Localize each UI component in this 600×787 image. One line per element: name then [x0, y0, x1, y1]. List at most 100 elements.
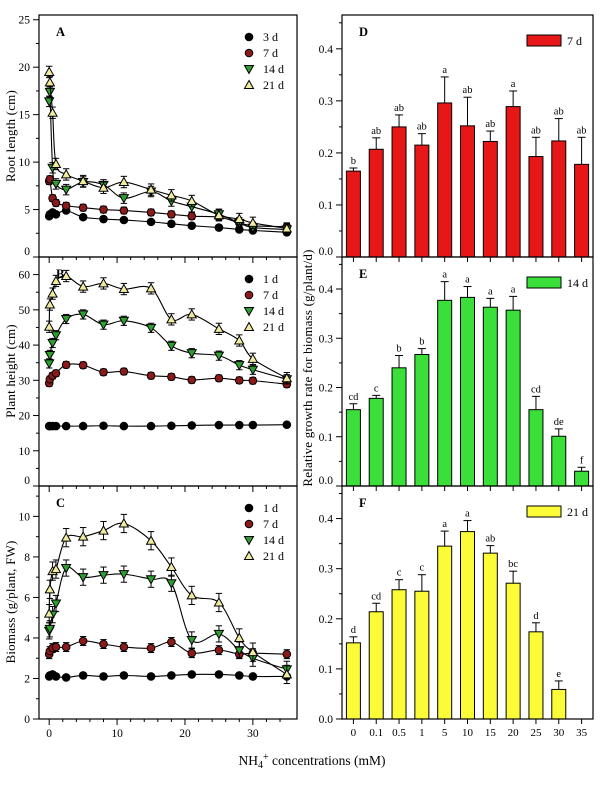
- x-tick-label: 20: [179, 728, 191, 740]
- x-tick-label: 20: [508, 727, 520, 739]
- x-tick-label: 35: [576, 727, 588, 739]
- x-tick-label: 10: [462, 727, 474, 739]
- x-tick-label: 25: [530, 727, 542, 739]
- axis-ticks: 0.0 0.1 0.2 0.3 0.4: [319, 263, 583, 491]
- legend-swatch: [526, 505, 562, 518]
- bar-20: [505, 309, 521, 487]
- x-tick-label: 0: [46, 728, 52, 740]
- axis-frame: [38, 485, 298, 720]
- bar-15: [482, 552, 498, 720]
- sig-letter: b: [351, 156, 356, 167]
- bars: b ab ab ab a ab ab a ab ab ab: [345, 65, 590, 258]
- axis-ticks: 0 5 10 15 20 25: [19, 15, 281, 263]
- legend-label: 14 d: [263, 533, 284, 547]
- y-tick-label: 0: [24, 475, 30, 487]
- y-tick-label: 0.0: [319, 246, 334, 258]
- sig-letter: a: [488, 286, 493, 297]
- y-tick-label: 20: [19, 62, 31, 74]
- series-7d: [44, 636, 292, 660]
- y-tick-label: 0.0: [319, 714, 334, 726]
- sig-letter: a: [442, 270, 447, 281]
- y-tick-label: 0.2: [319, 383, 334, 395]
- legend-label: 14 d: [263, 62, 284, 76]
- sig-letter: c: [374, 383, 379, 394]
- panel-letter: C: [56, 496, 65, 510]
- legend-E: 14 d: [526, 276, 588, 290]
- legend-B: 1 d 7 d 14 d 21 d: [243, 272, 284, 334]
- bar-10: [460, 296, 475, 487]
- sig-letter: c: [420, 563, 425, 574]
- ylabel-root-length: Root length (cm): [3, 89, 18, 183]
- y-tick-label: 10: [19, 446, 31, 458]
- sig-letter: d: [533, 611, 539, 622]
- sig-letter: a: [465, 275, 470, 286]
- y-tick-label: 0: [24, 246, 30, 258]
- y-tick-label: 10: [19, 511, 31, 523]
- sig-letter: e: [556, 669, 561, 680]
- legend-F: 21 d: [526, 505, 588, 519]
- axis-ticks: 0 2 4 6 8 10 0 10 20 30: [19, 495, 281, 740]
- x-tick-label: 1: [419, 727, 425, 739]
- sig-letter: a: [465, 509, 470, 520]
- bar-0: [345, 170, 361, 258]
- axis-frame: [341, 485, 594, 720]
- series-21d: [43, 513, 293, 685]
- y-tick-label: 50: [19, 305, 31, 317]
- series-1d: [44, 670, 292, 682]
- y-tick-label: 25: [19, 15, 31, 27]
- panel-B: 0 10 20 30 40 50 60 B 1 d 7 d 14 d 21 d: [19, 256, 298, 492]
- series-7d: [44, 360, 292, 389]
- sig-letter: ab: [371, 126, 381, 137]
- bars: cd c b b a a a a cd de f: [345, 270, 590, 487]
- bar-0.5: [391, 126, 407, 258]
- sig-letter: a: [511, 284, 516, 295]
- x-tick-label: 0.1: [369, 727, 383, 739]
- series-3d: [44, 206, 292, 237]
- bar-30: [551, 688, 567, 720]
- legend-label: 7 d: [263, 517, 278, 531]
- legend-label: 21 d: [567, 505, 588, 519]
- y-tick-label: 6: [24, 592, 30, 604]
- sig-letter: f: [580, 455, 584, 466]
- ylabel-biomass: Biomass (g/plant, FW): [3, 540, 18, 664]
- legend-A: 3 d 7 d 14 d 21 d: [243, 30, 284, 92]
- sig-letter: bc: [508, 559, 518, 570]
- legend-label: 7 d: [263, 46, 278, 60]
- legend-label: 1 d: [263, 501, 278, 515]
- x-tick-label: 0.5: [392, 727, 406, 739]
- panel-C: 0 2 4 6 8 10 0 10 20 30 C 1 d 7 d 14 d 21 d: [19, 485, 298, 740]
- sig-letter: d: [351, 625, 357, 636]
- sig-letter: ab: [394, 103, 404, 114]
- legend-label: 14 d: [263, 304, 284, 318]
- sig-letter: ab: [577, 125, 587, 136]
- panel-letter: B: [56, 267, 64, 281]
- sig-letter: cd: [348, 392, 359, 403]
- bar-0.1: [368, 148, 384, 258]
- y-tick-label: 2: [24, 673, 30, 685]
- legend-label: 21 d: [263, 320, 284, 334]
- sig-letter: a: [511, 79, 516, 90]
- panel-letter: E: [359, 267, 367, 281]
- sig-letter: de: [554, 417, 564, 428]
- axis-frame: [38, 14, 298, 258]
- bar-25: [528, 156, 544, 258]
- legend-label: 7 d: [263, 288, 278, 302]
- legend-D: 7 d: [526, 34, 582, 48]
- sig-letter: cd: [531, 384, 542, 395]
- series-1d: [44, 420, 292, 431]
- panel-letter: A: [56, 25, 65, 39]
- bar-35: [574, 163, 590, 258]
- bar-5: [437, 299, 453, 487]
- sig-letter: ab: [554, 107, 564, 118]
- bar-0: [345, 642, 361, 720]
- sig-letter: c: [397, 568, 402, 579]
- x-tick-label: 10: [111, 728, 123, 740]
- y-tick-label: 0.0: [319, 475, 334, 487]
- xlabel-subscript: 4: [257, 760, 263, 771]
- bar-0.5: [391, 589, 407, 720]
- legend-label: 21 d: [263, 549, 284, 563]
- bar-5: [437, 102, 453, 258]
- sig-letter: b: [396, 343, 401, 354]
